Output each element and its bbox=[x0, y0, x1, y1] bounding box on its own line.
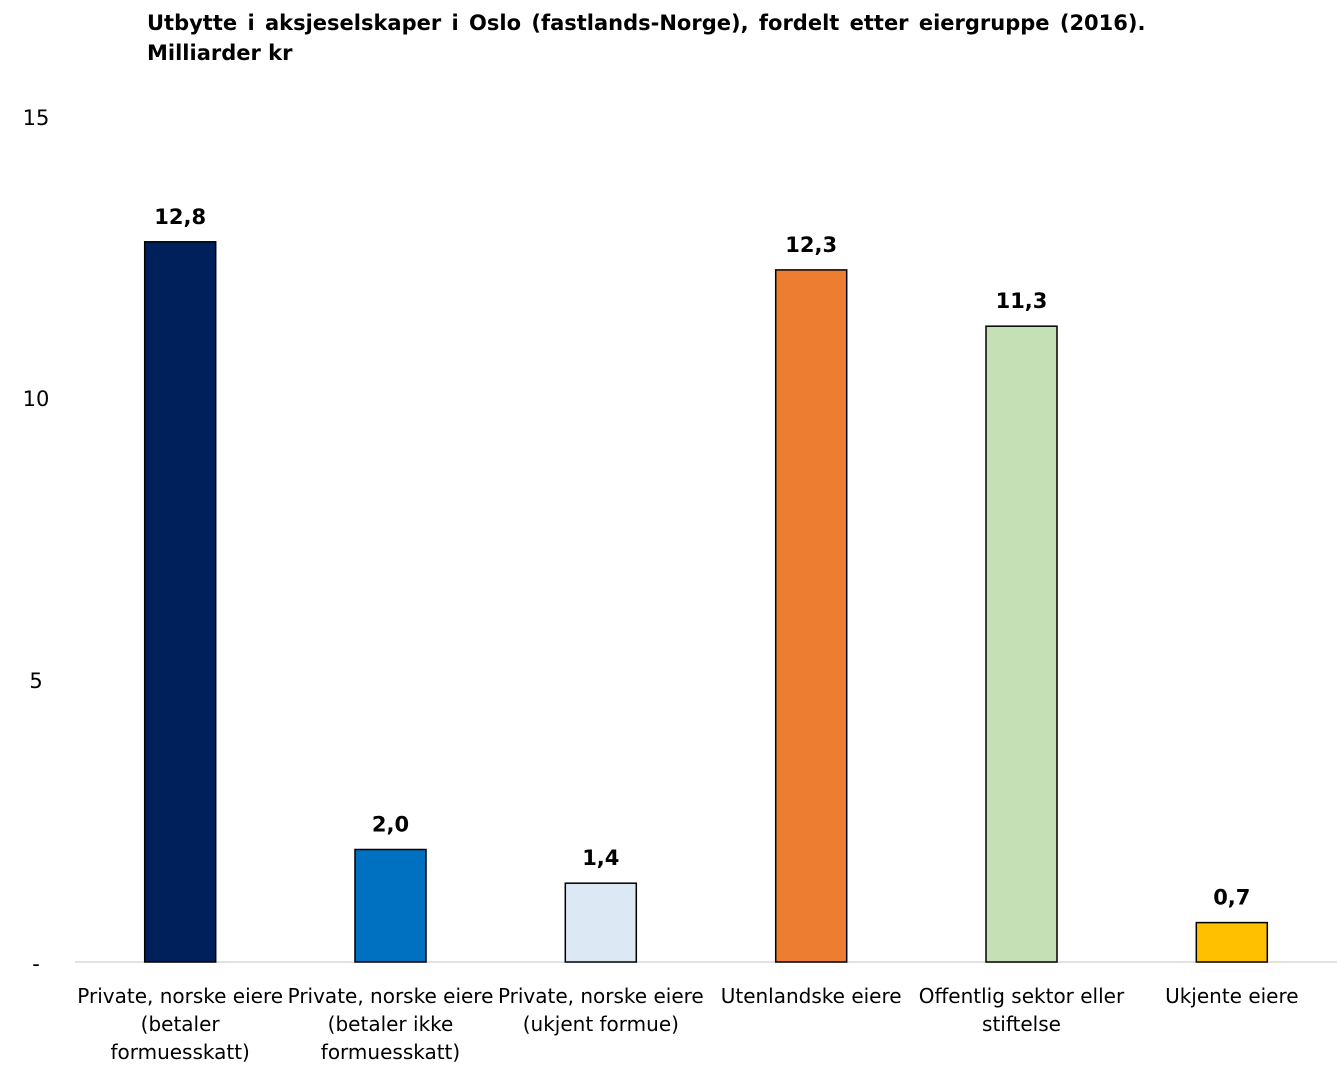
data-labels-group: 12,8 2,0 1,4 12,3 11,3 0,7 bbox=[154, 205, 1250, 910]
x-category-label: Private, norske eiere (ukjent formue) bbox=[497, 984, 704, 1036]
y-tick-label: 10 bbox=[22, 387, 50, 412]
chart-title-line-2: Milliarder kr bbox=[147, 41, 293, 65]
x-category-label: Offentlig sektor eller stiftelse bbox=[918, 984, 1125, 1036]
y-tick-label: 15 bbox=[22, 106, 50, 130]
x-category-label: Ukjente eiere bbox=[1165, 984, 1299, 1008]
bar bbox=[1195, 921, 1269, 963]
y-tick-label: - bbox=[32, 952, 40, 976]
bar bbox=[985, 325, 1058, 963]
bar bbox=[354, 848, 427, 963]
bar bbox=[143, 241, 217, 963]
data-label: 2,0 bbox=[372, 813, 409, 837]
bar bbox=[774, 269, 848, 963]
y-tick-label: 5 bbox=[29, 668, 43, 693]
data-label: 12,3 bbox=[785, 233, 837, 257]
data-label: 1,4 bbox=[582, 846, 619, 870]
x-category-label: Private, norske eiere (betaler ikke form… bbox=[287, 984, 494, 1064]
x-category-label: Utenlandske eiere bbox=[720, 984, 902, 1008]
data-label: 0,7 bbox=[1213, 886, 1250, 910]
chart-title: Utbytte i aksjeselskaper i Oslo (fastlan… bbox=[147, 8, 1247, 68]
data-label: 11,3 bbox=[996, 289, 1048, 313]
chart-title-line-1: Utbytte i aksjeselskaper i Oslo (fastlan… bbox=[147, 11, 1146, 35]
data-label: 12,8 bbox=[154, 205, 206, 229]
bar bbox=[564, 882, 638, 963]
bars-group bbox=[143, 241, 1269, 963]
x-category-label: Private, norske eiere (betaler formuessk… bbox=[77, 984, 284, 1064]
